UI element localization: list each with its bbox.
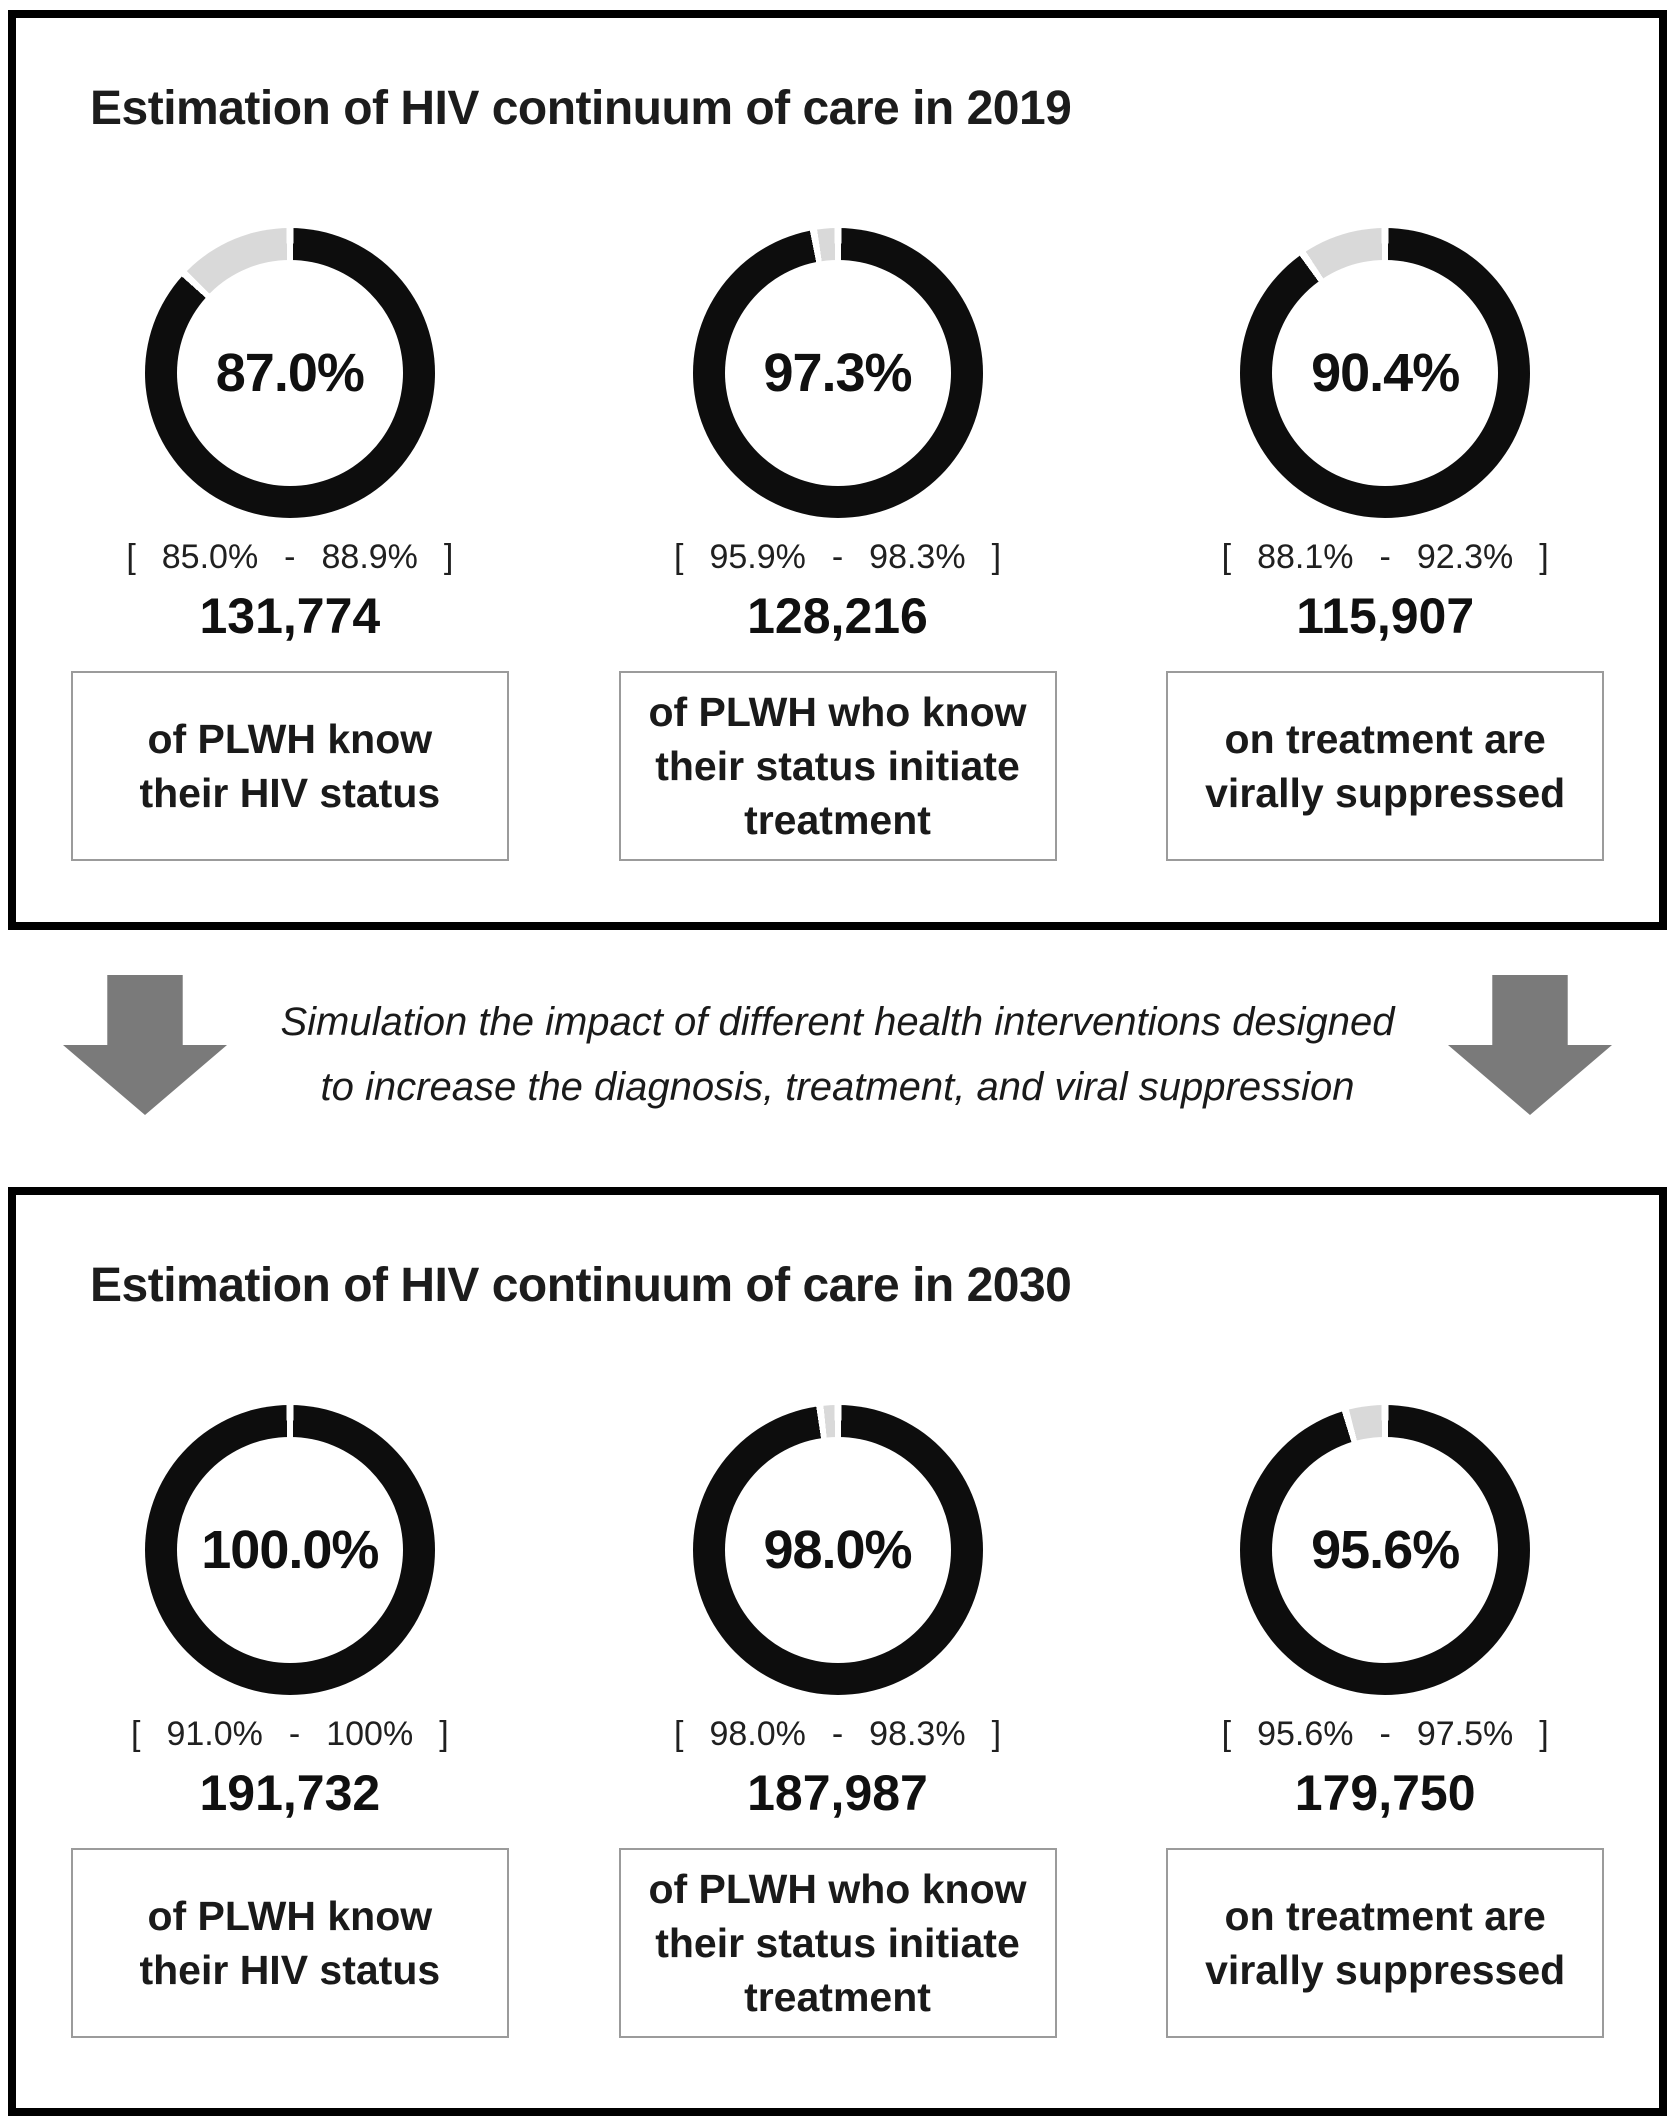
count-value: 131,774 [199,587,381,644]
donut-chart: 97.3% [692,227,983,518]
confidence-interval: [ 95.6% - 97.5% ] [1222,1715,1549,1754]
metric-label-box: on treatment are virally suppressed [1166,670,1605,861]
metric-label: of PLWH who know their status initiate t… [648,1865,1027,2020]
confidence-interval: [ 95.9% - 98.3% ] [674,538,1001,577]
metric-label-box: of PLWH know their HIV status [70,670,509,861]
ci-high-value: 100% [326,1714,414,1753]
down-arrow-icon [1448,975,1612,1115]
ci-open-bracket: [ [673,1714,684,1753]
metric-label: of PLWH know their HIV status [139,1892,441,1993]
panel-2019: Estimation of HIV continuum of care in 2… [8,10,1667,930]
metrics-row: 87.0% [ 85.0% - 88.9% ] 131,774 of PLWH … [16,227,1659,861]
ci-low-value: 88.1% [1257,537,1354,576]
ci-open-bracket: [ [1221,537,1232,576]
count-value: 191,732 [199,1764,381,1821]
ci-close-bracket: ] [443,537,454,576]
donut-chart: 90.4% [1240,227,1531,518]
donut-chart: 87.0% [144,227,435,518]
metric-label: of PLWH who know their status initiate t… [648,688,1027,843]
metric-label-box: on treatment are virally suppressed [1166,1847,1605,2038]
donut-percent-label: 90.4% [1311,342,1460,403]
ci-dash: - [284,537,296,576]
confidence-interval: [ 91.0% - 100% ] [131,1715,449,1754]
down-arrow-icon [63,975,227,1115]
ci-dash: - [1379,537,1391,576]
donut-percent-label: 100.0% [201,1519,379,1580]
metric-label: of PLWH know their HIV status [139,715,441,816]
metric-label-box: of PLWH who know their status initiate t… [618,670,1057,861]
count-value: 128,216 [747,587,928,644]
ci-high-value: 92.3% [1416,537,1514,576]
page-title: Estimation of HIV continuum of care in 2… [90,82,1072,135]
donut-percent-label: 97.3% [763,342,912,403]
metric-on-treatment-2030: 98.0% [ 98.0% - 98.3% ] 187,987 of PLWH … [564,1404,1112,2038]
ci-open-bracket: [ [131,1714,141,1753]
donut-percent-label: 95.6% [1311,1519,1460,1580]
connector-section: Simulation the impact of different healt… [8,930,1667,1187]
donut-chart: 95.6% [1240,1404,1531,1695]
confidence-interval: [ 88.1% - 92.3% ] [1222,538,1549,577]
metric-label-box: of PLWH who know their status initiate t… [618,1847,1057,2038]
metric-on-treatment-2019: 97.3% [ 95.9% - 98.3% ] 128,216 of PLWH … [564,227,1112,861]
metric-diagnosed-2019: 87.0% [ 85.0% - 88.9% ] 131,774 of PLWH … [16,227,564,861]
metric-suppressed-2030: 95.6% [ 95.6% - 97.5% ] 179,750 on treat… [1111,1404,1659,2038]
count-value: 115,907 [1296,587,1475,644]
ci-dash: - [831,1714,844,1753]
connector-caption-line1: Simulation the impact of different healt… [280,1000,1395,1044]
ci-low-value: 91.0% [166,1714,263,1753]
ci-close-bracket: ] [991,537,1002,576]
panel-2030: Estimation of HIV continuum of care in 2… [8,1187,1667,2116]
ci-high-value: 98.3% [869,1714,966,1753]
ci-close-bracket: ] [1539,1714,1549,1753]
count-value: 187,987 [747,1764,928,1821]
ci-dash: - [288,1714,301,1753]
ci-open-bracket: [ [673,537,684,576]
ci-open-bracket: [ [1221,1714,1232,1753]
metric-diagnosed-2030: 100.0% [ 91.0% - 100% ] 191,732 of PLWH … [16,1404,564,2038]
donut-chart: 100.0% [144,1404,435,1695]
connector-caption-line2: to increase the diagnosis, treatment, an… [320,1064,1355,1109]
ci-low-value: 95.9% [709,537,806,576]
ci-high-value: 98.3% [869,537,966,576]
ci-dash: - [831,537,844,576]
ci-low-value: 85.0% [161,537,259,576]
ci-high-value: 97.5% [1416,1714,1514,1753]
ci-close-bracket: ] [1539,537,1549,576]
ci-dash: - [1379,1714,1391,1753]
donut-chart: 98.0% [692,1404,983,1695]
confidence-interval: [ 85.0% - 88.9% ] [126,538,453,577]
donut-percent-label: 98.0% [763,1519,912,1580]
connector-caption: Simulation the impact of different healt… [227,990,1448,1120]
ci-low-value: 98.0% [709,1714,806,1753]
ci-open-bracket: [ [126,537,136,576]
page-title: Estimation of HIV continuum of care in 2… [90,1259,1072,1312]
ci-low-value: 95.6% [1257,1714,1354,1753]
confidence-interval: [ 98.0% - 98.3% ] [674,1715,1001,1754]
metric-suppressed-2019: 90.4% [ 88.1% - 92.3% ] 115,907 on treat… [1111,227,1659,861]
ci-close-bracket: ] [439,1714,449,1753]
metrics-row: 100.0% [ 91.0% - 100% ] 191,732 of PLWH … [16,1404,1659,2038]
ci-high-value: 88.9% [321,537,418,576]
metric-label: on treatment are virally suppressed [1205,715,1566,816]
donut-percent-label: 87.0% [215,342,365,403]
metric-label-box: of PLWH know their HIV status [70,1847,509,2038]
metric-label: on treatment are virally suppressed [1205,1892,1566,1993]
count-value: 179,750 [1294,1764,1476,1821]
ci-close-bracket: ] [991,1714,1002,1753]
